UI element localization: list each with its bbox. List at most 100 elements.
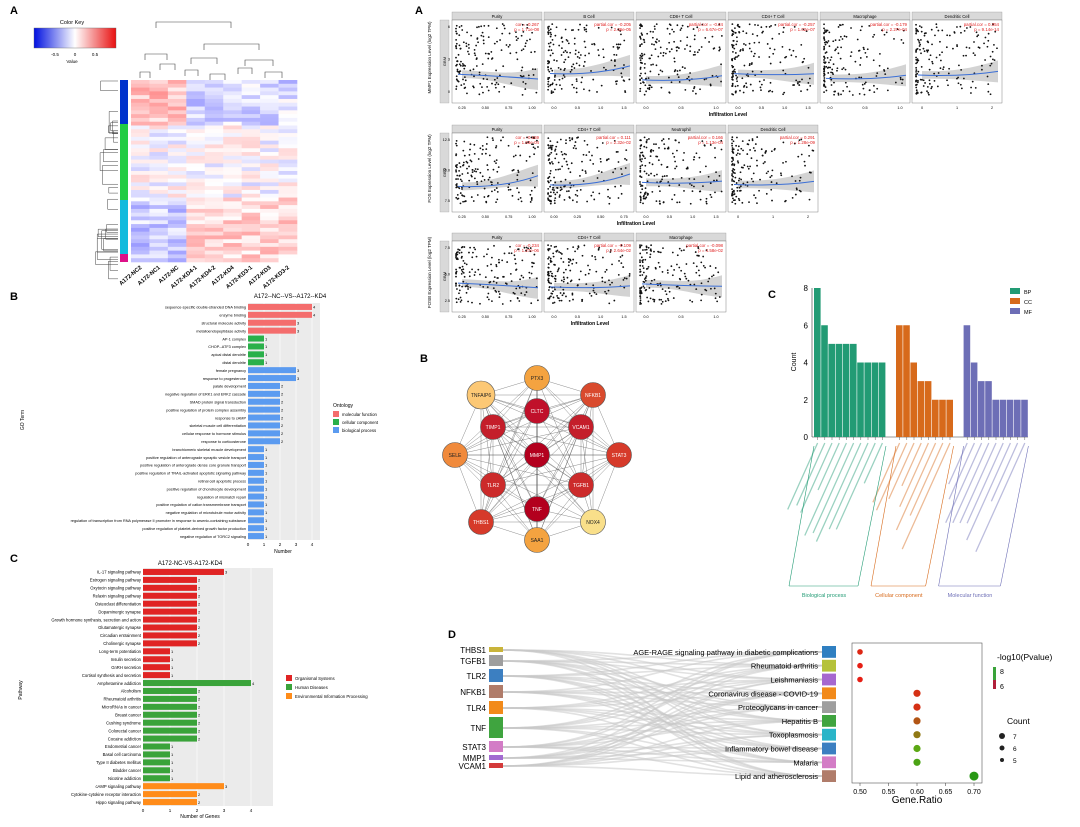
- color-key-value-label: Value: [66, 59, 78, 64]
- bar: [143, 719, 197, 726]
- scatter-point: [663, 143, 666, 146]
- scatter-point: [624, 157, 626, 160]
- heatmap-cell: [149, 239, 169, 244]
- heatmap-cell: [186, 136, 206, 141]
- scatter-point: [771, 169, 774, 172]
- scatter-point: [567, 56, 570, 59]
- scatter-point: [604, 270, 607, 273]
- heatmap-cell: [167, 208, 187, 214]
- heatmap-panel: Color Key -0.5 0 0.5 Value A172-NC2A172-…: [33, 20, 298, 290]
- heatmap-cell: [167, 117, 187, 123]
- heatmap-cell: [186, 201, 206, 206]
- scatter-point: [713, 179, 715, 182]
- scatter-point: [458, 169, 461, 172]
- scatter-point: [653, 250, 655, 253]
- scatter-point: [617, 28, 620, 31]
- scatter-point: [516, 187, 519, 190]
- scatter-point: [622, 278, 625, 281]
- scatter-point: [647, 138, 650, 140]
- scatter-point: [567, 264, 570, 267]
- scatter-point: [461, 246, 464, 248]
- heatmap-cell: [149, 129, 169, 134]
- term-label: Relaxin signaling pathway: [93, 594, 142, 599]
- x-tick-label: 4: [250, 808, 253, 813]
- scatter-point: [549, 202, 552, 205]
- scatter-point: [463, 140, 466, 143]
- heatmap-cell: [260, 152, 279, 157]
- scatter-point: [769, 89, 771, 92]
- scatter-point: [742, 91, 745, 94]
- heatmap-cell: [204, 231, 224, 236]
- scatter-point: [688, 177, 691, 180]
- scatter-point: [455, 196, 458, 199]
- heatmap-cell: [167, 201, 187, 206]
- scatter-point: [476, 26, 478, 29]
- scatter-point: [455, 268, 457, 271]
- sankey-pathway-label: Proteoglycans in cancer: [738, 703, 819, 712]
- scatter-point: [794, 180, 797, 182]
- heatmap-cell: [167, 121, 187, 126]
- heatmap-cell: [223, 87, 242, 92]
- scatter-point: [763, 79, 765, 81]
- heatmap-cell: [260, 155, 279, 160]
- scatter-point: [960, 68, 963, 71]
- scatter-point: [918, 25, 921, 28]
- heatmap-cell: [186, 102, 206, 107]
- term-label: branchiomeric skeletal muscle developmen…: [172, 448, 247, 452]
- scatter-point: [858, 49, 861, 52]
- scatter-point: [731, 93, 733, 95]
- dot-point: [913, 703, 921, 711]
- scatter-stat: partial.cor = -0.24: [689, 22, 724, 27]
- term-label: Long-term potentiation: [99, 649, 142, 654]
- scatter-point: [465, 45, 468, 48]
- row-dendrogram-branch: [99, 152, 118, 171]
- scatter-point: [613, 53, 616, 56]
- scatter-point: [849, 55, 852, 58]
- scatter-point: [547, 85, 550, 88]
- scatter-point: [458, 284, 461, 287]
- scatter-xlabel: Infiltration Level: [709, 112, 748, 118]
- scatter-point: [459, 300, 462, 303]
- heatmap-cell: [278, 110, 298, 115]
- scatter-panel-frame: [635, 19, 727, 104]
- scatter-point: [490, 263, 492, 266]
- scatter-point: [463, 200, 466, 203]
- scatter-point: [573, 42, 576, 45]
- heatmap-cell: [149, 136, 169, 141]
- scatter-point: [668, 184, 671, 187]
- term-label: Cytokine-cytokine receptor interaction: [71, 792, 142, 797]
- bar: [828, 343, 835, 437]
- dot-x-tick-label: 0.65: [939, 789, 953, 796]
- scatter-point: [623, 277, 626, 279]
- term-label: retinal cell apoptotic process: [198, 479, 246, 483]
- scatter-point: [807, 82, 810, 84]
- heatmap-cell: [204, 91, 224, 96]
- scatter-x-tick: 1.00: [528, 106, 535, 110]
- scatter-point: [522, 48, 525, 51]
- scatter-point: [714, 267, 717, 269]
- scatter-stat: p = 9.14e-14: [974, 27, 999, 32]
- bar: [143, 711, 197, 718]
- scatter-point: [509, 299, 512, 302]
- scatter-point: [579, 23, 581, 26]
- scatter-point: [496, 198, 499, 201]
- scatter-point: [566, 282, 569, 285]
- scatter-point: [956, 45, 959, 48]
- scatter-point: [455, 78, 458, 81]
- heatmap-cell: [204, 250, 224, 255]
- scatter-point: [756, 159, 758, 162]
- scatter-point: [760, 26, 763, 29]
- row-group-segment: [120, 254, 128, 262]
- scatter-stat: p = 4.58e-02: [698, 248, 723, 253]
- scatter-point: [732, 50, 734, 53]
- scatter-point: [920, 91, 923, 94]
- go-enrichment-bar-chart: A172--NC--VS--A172--KD4 GO Term Number O…: [20, 294, 379, 555]
- scatter-point: [960, 31, 962, 34]
- scatter-point: [480, 180, 483, 183]
- scatter-point: [720, 35, 723, 37]
- heatmap-cell: [167, 163, 187, 168]
- term-label: GnRH secretion: [111, 665, 141, 670]
- scatter-point: [469, 246, 472, 249]
- scatter-side-strip: [439, 240, 450, 313]
- term-label: Estrogen signaling pathway: [90, 578, 142, 583]
